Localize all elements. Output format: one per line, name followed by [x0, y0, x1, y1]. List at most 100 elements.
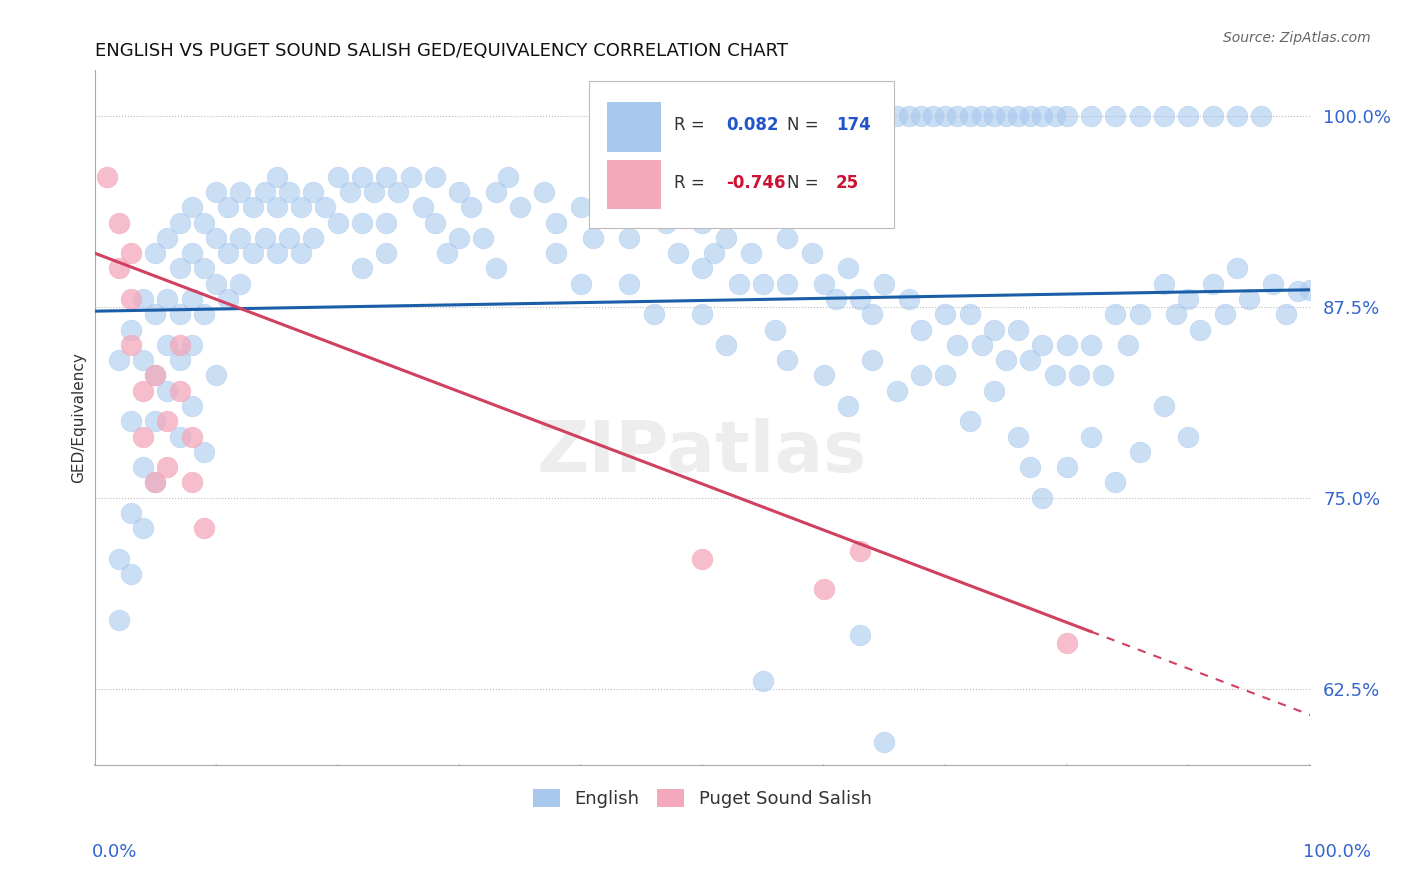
Point [1092, 368, 1115, 383]
Point [460, 200, 482, 214]
Point [959, 414, 981, 428]
Point [959, 307, 981, 321]
Point [1153, 277, 1175, 291]
Point [1153, 399, 1175, 413]
Point [193, 261, 215, 276]
Point [375, 169, 398, 184]
Point [1250, 108, 1272, 122]
Point [593, 200, 616, 214]
Point [423, 169, 446, 184]
Point [156, 460, 179, 475]
FancyBboxPatch shape [607, 160, 661, 210]
Point [934, 108, 956, 122]
Point [132, 384, 155, 398]
Point [849, 292, 872, 306]
Text: R =: R = [675, 174, 710, 192]
Point [229, 185, 252, 199]
Point [108, 353, 131, 368]
Point [1166, 307, 1188, 321]
Point [1019, 353, 1042, 368]
Point [1043, 108, 1066, 122]
Point [143, 307, 166, 321]
Point [143, 368, 166, 383]
Point [120, 292, 142, 306]
Point [1056, 108, 1078, 122]
Point [630, 185, 652, 199]
Point [302, 185, 325, 199]
Text: N =: N = [787, 116, 824, 135]
Point [120, 338, 142, 352]
Text: 25: 25 [835, 174, 859, 192]
Text: 174: 174 [835, 116, 870, 135]
Point [156, 384, 179, 398]
Point [910, 108, 932, 122]
Point [229, 277, 252, 291]
Point [763, 322, 786, 336]
Point [169, 307, 191, 321]
Point [837, 399, 859, 413]
Point [1007, 429, 1029, 443]
Point [813, 277, 835, 291]
Point [180, 292, 202, 306]
Point [132, 429, 155, 443]
Point [1129, 307, 1152, 321]
Point [727, 277, 749, 291]
Point [205, 185, 228, 199]
FancyBboxPatch shape [589, 81, 894, 228]
Point [375, 246, 398, 260]
Point [266, 246, 288, 260]
Point [120, 414, 142, 428]
Point [789, 154, 811, 169]
Point [873, 735, 896, 749]
Point [1080, 338, 1102, 352]
Point [970, 108, 993, 122]
Point [1067, 368, 1090, 383]
Point [873, 108, 896, 122]
Point [1056, 460, 1078, 475]
Point [995, 353, 1018, 368]
Point [120, 567, 142, 582]
Point [1226, 108, 1249, 122]
Point [339, 185, 361, 199]
Point [886, 108, 908, 122]
Point [716, 108, 738, 122]
Point [546, 215, 568, 229]
Point [180, 399, 202, 413]
Point [278, 231, 301, 245]
Point [120, 322, 142, 336]
Point [886, 384, 908, 398]
Point [205, 368, 228, 383]
Point [752, 277, 775, 291]
Point [436, 246, 458, 260]
Point [180, 429, 202, 443]
Point [1104, 475, 1126, 490]
Point [108, 261, 131, 276]
Point [860, 307, 883, 321]
Text: 0.0%: 0.0% [91, 843, 136, 861]
Point [193, 215, 215, 229]
Point [1007, 322, 1029, 336]
Point [193, 521, 215, 535]
Point [1080, 108, 1102, 122]
Point [290, 246, 312, 260]
Point [970, 338, 993, 352]
Point [350, 261, 373, 276]
Point [1129, 108, 1152, 122]
Point [326, 169, 349, 184]
Point [108, 551, 131, 566]
Point [108, 613, 131, 627]
Point [619, 231, 641, 245]
Legend: English, Puget Sound Salish: English, Puget Sound Salish [526, 781, 879, 815]
Point [716, 231, 738, 245]
Point [132, 353, 155, 368]
Point [546, 246, 568, 260]
Point [1177, 429, 1199, 443]
Point [1177, 108, 1199, 122]
Point [399, 169, 422, 184]
Point [496, 169, 519, 184]
Point [837, 108, 859, 122]
Point [1299, 283, 1322, 297]
Point [619, 277, 641, 291]
Point [266, 200, 288, 214]
Point [813, 368, 835, 383]
